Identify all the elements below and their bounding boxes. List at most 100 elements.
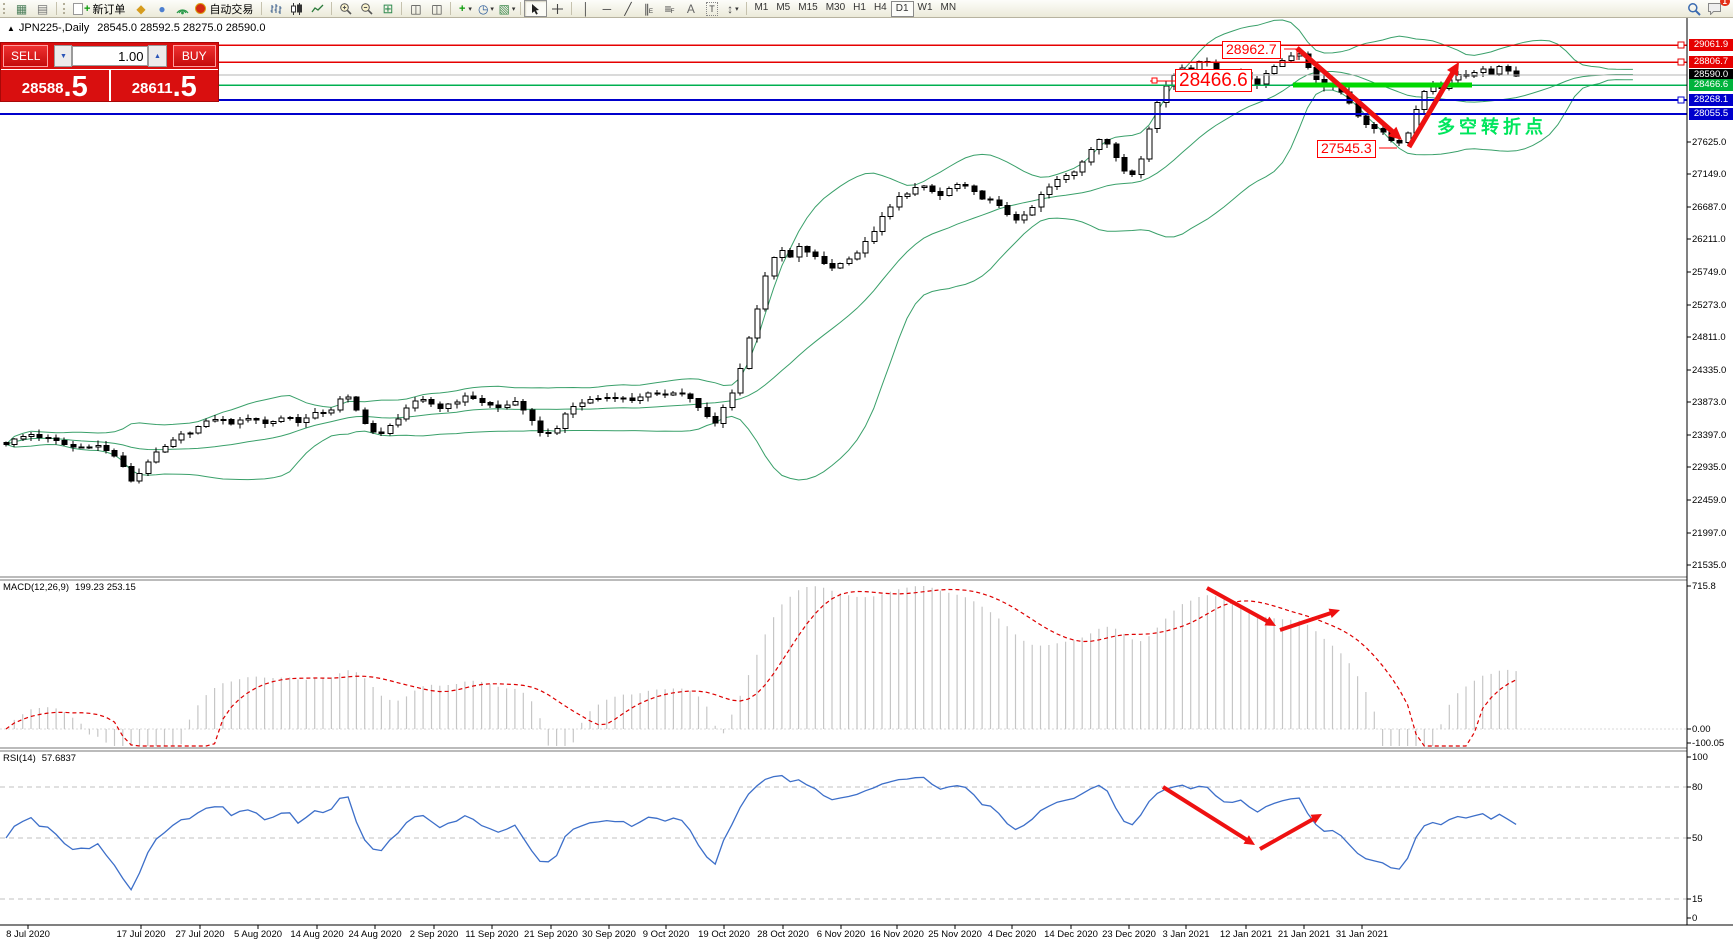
horizontal-line-tool[interactable]: ─ xyxy=(596,1,617,16)
indicator-window-button[interactable]: ◫ xyxy=(405,1,426,16)
price-tick-label: 24811.0 xyxy=(1692,332,1726,343)
price-tick-label: 22935.0 xyxy=(1692,462,1727,473)
vertical-line-icon: │ xyxy=(582,1,590,16)
sell-price[interactable]: 28588 .5 xyxy=(1,70,111,104)
candle-body xyxy=(779,250,786,259)
timeframe-H1[interactable]: H1 xyxy=(853,1,866,13)
candle-body xyxy=(70,443,77,448)
autotrading-button[interactable]: 自动交易 xyxy=(193,1,258,16)
timeframe-M1[interactable]: M1 xyxy=(754,1,769,13)
candle-body xyxy=(1154,102,1161,130)
data-window-button[interactable]: ▤ xyxy=(32,1,53,16)
candle-body xyxy=(212,418,219,422)
zoom-out-button[interactable] xyxy=(356,1,377,16)
timeframe-H4[interactable]: H4 xyxy=(873,1,887,13)
candle-body xyxy=(387,424,394,434)
toolbar-grip[interactable] xyxy=(63,3,68,14)
candle-body xyxy=(654,392,661,395)
candle-body xyxy=(86,446,93,449)
tile-windows-button[interactable]: ⊞ xyxy=(377,1,398,16)
bar-chart-button[interactable] xyxy=(265,1,286,16)
period-button[interactable]: ◷ ▾ xyxy=(475,1,496,16)
arrow-objects-tool[interactable]: ↕ ▾ xyxy=(722,1,743,16)
bar-chart-icon xyxy=(270,3,282,14)
candle-body xyxy=(562,413,569,430)
timeframe-bar: M1 M5 M15 M30 H1 H4 D1 W1 MN xyxy=(750,0,960,17)
history-center-button[interactable]: ◆ xyxy=(130,1,151,16)
date-label: 31 Jan 2021 xyxy=(1335,929,1389,940)
charts-window-button[interactable]: ▦ xyxy=(11,1,32,16)
date-label: 8 Jul 2020 xyxy=(6,929,50,940)
chart-template-button[interactable]: ▧ ▾ xyxy=(496,1,517,16)
main-toolbar: ▦ ▤ + 新订单 ◆ ● 自动交易 ⊞ ◫ ◫ + ▾ ◷ ▾ ▧ ▾ │ ─ xyxy=(0,0,1733,18)
candle-body xyxy=(1380,127,1387,133)
candle-body xyxy=(1088,149,1095,163)
hline-handle[interactable] xyxy=(1677,58,1685,66)
hline-handle[interactable] xyxy=(1677,96,1685,104)
collapse-arrow-icon[interactable]: ▲ xyxy=(7,24,15,33)
hline-handle[interactable] xyxy=(1677,41,1685,49)
candle-body xyxy=(1471,71,1478,77)
timeframe-MN[interactable]: MN xyxy=(940,1,957,13)
notifications-button[interactable]: 1 xyxy=(1704,0,1730,16)
indicator-window-icon: ◫ xyxy=(410,1,422,16)
buy-button[interactable]: BUY xyxy=(172,45,217,67)
candle-body xyxy=(645,392,652,398)
vertical-line-tool[interactable]: │ xyxy=(575,1,596,16)
date-label: 17 Jul 2020 xyxy=(116,929,166,940)
price-tick-label: 26687.0 xyxy=(1692,202,1727,213)
date-label: 4 Dec 2020 xyxy=(987,929,1037,940)
candle-body xyxy=(237,419,244,425)
equidistant-channel-tool[interactable]: ∥ E xyxy=(638,1,659,16)
candle-body xyxy=(520,401,527,411)
callout-handle[interactable] xyxy=(1151,77,1158,84)
candle-body xyxy=(370,423,377,433)
text-tool[interactable]: A xyxy=(680,1,701,16)
indicator-window-2-button[interactable]: ◫ xyxy=(426,1,447,16)
volume-increase-button[interactable]: ▲ xyxy=(148,45,167,67)
chart-note-text[interactable]: 多空转折点 xyxy=(1437,117,1547,137)
signals-button[interactable] xyxy=(172,1,193,16)
trend-arrow-head xyxy=(1243,835,1255,845)
candle-body xyxy=(253,417,260,421)
candle-body xyxy=(629,397,636,402)
volume-input[interactable] xyxy=(72,46,149,66)
volume-decrease-button[interactable]: ▼ xyxy=(54,45,73,67)
candle-body xyxy=(345,396,352,400)
sell-button[interactable]: SELL xyxy=(3,45,49,67)
price-annotation[interactable]: 28466.6 xyxy=(1175,69,1252,93)
candle-body xyxy=(1396,140,1403,144)
timeframe-M5[interactable]: M5 xyxy=(776,1,791,13)
buy-price[interactable]: 28611 .5 xyxy=(111,70,219,102)
toolbar-separator xyxy=(520,2,522,15)
timeframe-M30[interactable]: M30 xyxy=(825,1,846,13)
sell-price-dec: .5 xyxy=(63,71,88,104)
candle-body xyxy=(262,419,269,425)
trend-arrow xyxy=(1279,609,1336,632)
search-button[interactable] xyxy=(1683,1,1704,16)
candlestick-button[interactable] xyxy=(286,1,307,16)
sell-price-int: 28588 xyxy=(21,80,64,97)
price-annotation[interactable]: 28962.7 xyxy=(1222,41,1281,59)
line-chart-button[interactable] xyxy=(307,1,328,16)
timeframe-M15[interactable]: M15 xyxy=(798,1,818,13)
candlestick-icon xyxy=(291,2,303,15)
line-chart-icon xyxy=(311,4,324,12)
text-label-tool[interactable]: T xyxy=(701,1,722,16)
add-indicator-button[interactable]: + ▾ xyxy=(454,1,475,16)
experts-button[interactable]: ● xyxy=(151,1,172,16)
price-annotation[interactable]: 27545.3 xyxy=(1317,140,1376,158)
timeframe-W1[interactable]: W1 xyxy=(917,1,933,13)
zoom-in-button[interactable] xyxy=(335,1,356,16)
toolbar-grip[interactable] xyxy=(3,3,8,14)
new-order-button[interactable]: + 新订单 xyxy=(71,1,130,16)
candle-body xyxy=(487,402,494,406)
trend-arrow-head xyxy=(1310,814,1322,824)
cursor-tool-button[interactable] xyxy=(524,0,548,17)
fibonacci-tool[interactable]: ≡ F xyxy=(659,1,680,16)
timeframe-D1[interactable]: D1 xyxy=(890,0,914,17)
crosshair-tool-button[interactable] xyxy=(547,1,568,16)
toolbar-separator xyxy=(571,2,573,15)
trendline-tool[interactable]: ╱ xyxy=(617,1,638,16)
